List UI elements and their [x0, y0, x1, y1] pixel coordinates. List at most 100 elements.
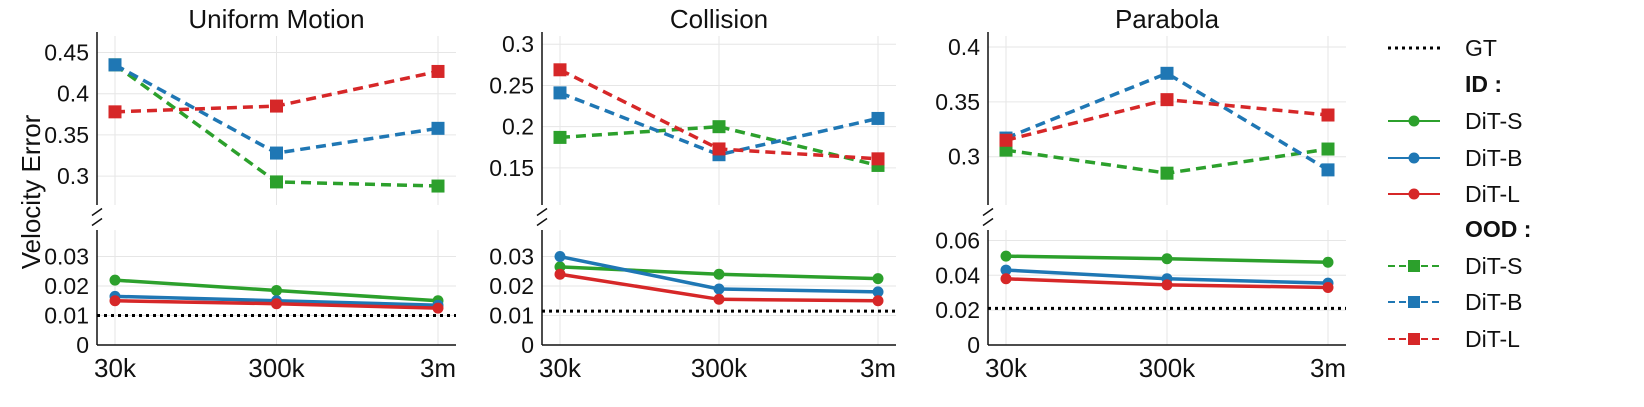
data-point-ood_l: [1160, 93, 1174, 107]
chart-title: Parabola: [1115, 4, 1220, 34]
series-line-ood_b: [1005, 71, 1329, 172]
x-tick-label: 30k: [94, 353, 137, 383]
y-tick-label: 0.35: [44, 122, 89, 148]
data-point-id_l: [713, 293, 725, 305]
data-point-id_b: [1000, 264, 1012, 276]
y-tick-label: 0.4: [948, 34, 980, 60]
data-point-ood_b: [553, 86, 567, 100]
data-point-ood_s: [999, 143, 1013, 157]
x-tick-label: 30k: [539, 353, 582, 383]
data-point-id_s: [1322, 256, 1334, 268]
data-point-ood_b: [1160, 66, 1174, 80]
axis-break-mark: [91, 207, 103, 217]
data-point-ood_l: [553, 63, 567, 77]
legend-label-id_b: DiT-B: [1465, 145, 1523, 171]
chart-title: Uniform Motion: [188, 4, 364, 34]
data-point-id_s: [109, 274, 121, 286]
data-point-ood_l: [1321, 108, 1335, 122]
data-point-ood_b: [871, 111, 885, 125]
y-tick-label: 0.25: [489, 72, 534, 98]
data-point-ood_l: [712, 142, 726, 156]
data-point-id_b: [872, 286, 884, 298]
y-tick-label: 0.02: [935, 297, 980, 323]
series-line-ood_b: [559, 91, 879, 157]
x-tick-label: 3m: [860, 353, 896, 383]
y-tick-label: 0: [967, 332, 980, 358]
y-tick-label: 0.01: [44, 303, 89, 329]
data-point-id_b: [713, 283, 725, 295]
data-point-id_l: [1000, 273, 1012, 285]
chart-panel-3: Parabola 0.3 0.35 0.4 0 0.02 0.04 0.06 30k 300k 3m: [935, 4, 1346, 383]
axis-break-mark: [91, 217, 103, 227]
axis-break-mark: [536, 207, 548, 217]
legend-label-ood_l: DiT-L: [1465, 326, 1520, 352]
legend-gt-label: GT: [1465, 35, 1497, 61]
data-point-ood_b: [1321, 163, 1335, 177]
y-tick-label: 0.4: [57, 81, 89, 107]
legend-id-header: ID :: [1465, 71, 1502, 97]
axis-break-mark: [982, 217, 994, 227]
chart-panel-2: Collision 0.15 0.2 0.25 0.3 0 0.01 0.02 0.03 30k 3…: [489, 4, 896, 383]
data-point-ood_s: [712, 120, 726, 134]
legend-marker-id_s: [1408, 115, 1420, 127]
legend-marker-id_b: [1408, 152, 1420, 164]
data-point-id_l: [1161, 279, 1173, 291]
y-tick-label: 0: [76, 332, 89, 358]
data-point-ood_s: [1321, 142, 1335, 156]
y-tick-label: 0.03: [489, 244, 534, 270]
y-tick-label: 0.35: [935, 89, 980, 115]
data-point-ood_s: [553, 130, 567, 144]
y-tick-label: 0: [521, 332, 534, 358]
data-point-ood_s: [431, 179, 445, 193]
y-tick-label: 0.3: [502, 31, 534, 57]
x-tick-label: 300k: [691, 353, 748, 383]
data-point-ood_b: [431, 121, 445, 135]
y-axis-label: Velocity Error: [16, 114, 46, 269]
x-tick-label: 3m: [420, 353, 456, 383]
legend-label-id_s: DiT-S: [1465, 108, 1523, 134]
legend-label-id_l: DiT-L: [1465, 181, 1520, 207]
data-point-ood_b: [270, 146, 283, 160]
legend-marker-id_l: [1408, 188, 1420, 200]
x-tick-label: 30k: [985, 353, 1028, 383]
data-point-ood_s: [1160, 166, 1174, 180]
chart-panels: Uniform Motion 0.3 0.35 0.4 0.45 0 0.01 0.02 0.0…: [44, 4, 1346, 383]
y-tick-label: 0.3: [948, 144, 980, 170]
legend-label-ood_b: DiT-B: [1465, 289, 1523, 315]
legend-marker-ood_s: [1408, 260, 1420, 272]
y-tick-label: 0.45: [44, 39, 89, 65]
x-tick-label: 300k: [1139, 353, 1196, 383]
y-tick-label: 0.02: [44, 273, 89, 299]
data-point-id_s: [1161, 253, 1173, 265]
axis-break-mark: [536, 217, 548, 227]
legend-ood-header: OOD :: [1465, 216, 1531, 242]
axis-break-mark: [982, 207, 994, 217]
y-tick-label: 0.01: [489, 303, 534, 329]
data-point-id_s: [713, 268, 725, 280]
y-tick-label: 0.2: [502, 114, 534, 140]
y-tick-label: 0.03: [44, 244, 89, 270]
chart-title: Collision: [670, 4, 768, 34]
data-point-id_s: [1000, 250, 1012, 262]
data-point-ood_l: [108, 105, 122, 119]
data-point-ood_l: [431, 64, 445, 78]
legend: GT ID : OOD : DiT-S DiT-B DiT-L DiT-S DiT-B DiT-…: [1388, 35, 1531, 352]
data-point-id_l: [109, 295, 121, 307]
legend-marker-ood_b: [1408, 296, 1420, 308]
data-point-ood_b: [108, 58, 122, 72]
y-tick-label: 0.15: [489, 155, 534, 181]
data-point-id_s: [271, 284, 282, 296]
data-point-ood_l: [270, 99, 283, 113]
data-point-ood_l: [871, 152, 885, 166]
data-point-id_s: [872, 273, 884, 285]
data-point-ood_s: [270, 175, 283, 189]
data-point-id_l: [1322, 282, 1334, 293]
y-tick-label: 0.3: [57, 163, 89, 189]
y-tick-label: 0.04: [935, 262, 980, 288]
data-point-id_l: [554, 268, 566, 280]
y-tick-label: 0.06: [935, 227, 980, 253]
data-point-ood_l: [999, 133, 1013, 147]
legend-label-ood_s: DiT-S: [1465, 253, 1523, 279]
chart-panel-1: Uniform Motion 0.3 0.35 0.4 0.45 0 0.01 0.02 0.0…: [44, 4, 456, 383]
